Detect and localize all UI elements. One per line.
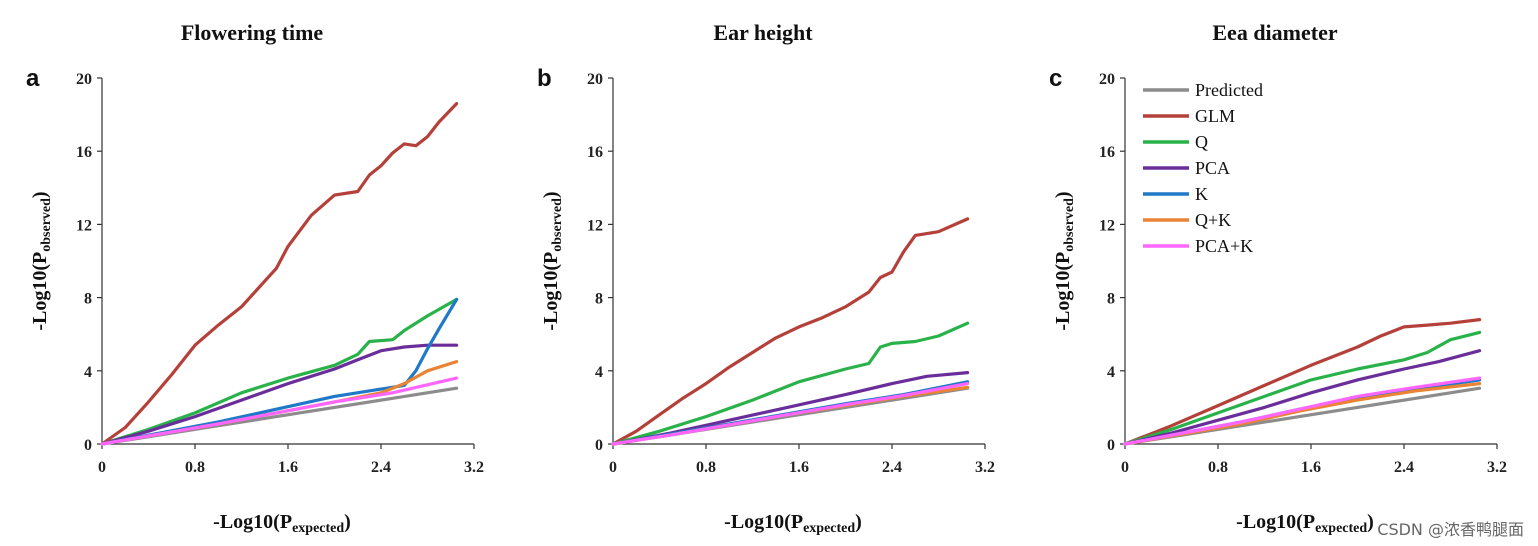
panel-b-x-tick-label: 1.6 bbox=[789, 459, 809, 476]
panel-c-letter: c bbox=[1049, 65, 1062, 92]
panel-b-y-tick-label: 0 bbox=[595, 437, 603, 454]
watermark: CSDN @浓香鸭腿面 bbox=[1377, 520, 1524, 539]
panel-a-series-k bbox=[100, 297, 459, 446]
panel-c-y-tick-label: 20 bbox=[1099, 71, 1115, 88]
panel-c: Eea diameter c 0 4 8 12 16 20 0 0.8 1.6 2.4 3.2 -Log1… bbox=[1049, 20, 1507, 536]
panel-a-x-axis-label: -Log10(Pexpected) bbox=[213, 511, 351, 536]
panel-a-y-tick-label: 4 bbox=[84, 364, 92, 381]
panel-c-x-tick-label: 3.2 bbox=[1487, 459, 1507, 476]
panel-b-x-tick-label: 0.8 bbox=[696, 459, 716, 476]
panel-c-x-axis-label: -Log10(Pexpected) bbox=[1236, 511, 1374, 536]
panel-a-y-tick-label: 16 bbox=[76, 144, 92, 161]
panel-a-title: Flowering time bbox=[181, 20, 324, 45]
panel-b-y-tick-label: 12 bbox=[587, 217, 603, 234]
panel-c-title: Eea diameter bbox=[1212, 20, 1337, 45]
panel-a-series-pca-plus-k bbox=[100, 376, 459, 446]
panel-a: Flowering time a 0 4 8 12 16 20 0 0.8 1.6 2.4 3.2 -Lo… bbox=[26, 20, 484, 536]
panel-c-legend-label: K bbox=[1195, 184, 1208, 204]
panel-a-y-tick-label: 20 bbox=[76, 71, 92, 88]
panel-c-x-tick-label: 1.6 bbox=[1301, 459, 1321, 476]
panel-c-legend: Predicted GLM Q PCA K Q+K PCA+K bbox=[1143, 80, 1263, 256]
panel-b-series-glm bbox=[611, 217, 970, 446]
panel-a-y-tick-label: 8 bbox=[84, 291, 92, 308]
panel-a-x-tick-label: 0 bbox=[98, 459, 106, 476]
panel-b-x-axis-label: -Log10(Pexpected) bbox=[724, 511, 862, 536]
panel-a-series-glm bbox=[100, 101, 459, 446]
panel-a-x-tick-label: 2.4 bbox=[371, 459, 391, 476]
panel-a-x-tick-label: 3.2 bbox=[464, 459, 484, 476]
panel-a-x-tick-label: 0.8 bbox=[185, 459, 205, 476]
panel-c-series-q bbox=[1123, 330, 1482, 446]
panel-c-y-tick-label: 0 bbox=[1107, 437, 1115, 454]
panel-c-x-tick-label: 2.4 bbox=[1394, 459, 1414, 476]
panel-c-x-tick-label: 0.8 bbox=[1208, 459, 1228, 476]
panel-c-y-axis-label: -Log10(Pobserved) bbox=[1052, 191, 1077, 330]
panel-c-legend-label: Predicted bbox=[1195, 80, 1263, 100]
panel-c-legend-label: PCA bbox=[1195, 158, 1230, 178]
panel-c-legend-label: GLM bbox=[1195, 106, 1235, 126]
panel-c-legend-label: Q bbox=[1195, 132, 1208, 152]
panel-b-x-tick-label: 0 bbox=[609, 459, 617, 476]
panel-b-y-axis-label: -Log10(Pobserved) bbox=[540, 191, 565, 330]
panel-b-series-q bbox=[611, 321, 970, 446]
panel-b-x-tick-label: 2.4 bbox=[882, 459, 902, 476]
panel-c-series-pca bbox=[1123, 349, 1482, 446]
panel-b-y-tick-label: 16 bbox=[587, 144, 603, 161]
panel-c-legend-label: PCA+K bbox=[1195, 236, 1253, 256]
panel-a-series-q bbox=[100, 297, 459, 446]
panel-b-series-pca-plus-k bbox=[611, 382, 970, 446]
panel-c-y-tick-label: 8 bbox=[1107, 291, 1115, 308]
panel-b-title: Ear height bbox=[713, 20, 813, 45]
panel-c-y-tick-label: 4 bbox=[1107, 364, 1115, 381]
panel-a-series-q-plus-k bbox=[100, 360, 459, 446]
panel-a-series-pca bbox=[100, 343, 459, 446]
panel-a-y-tick-label: 12 bbox=[76, 217, 92, 234]
panel-a-y-tick-label: 0 bbox=[84, 437, 92, 454]
panel-a-x-tick-label: 1.6 bbox=[278, 459, 298, 476]
panel-c-y-tick-label: 16 bbox=[1099, 144, 1115, 161]
panel-b-x-tick-label: 3.2 bbox=[975, 459, 995, 476]
panel-b: Ear height b 0 4 8 12 16 20 0 0.8 1.6 2.4 3.2 -Log10(… bbox=[537, 20, 995, 536]
panel-b-y-tick-label: 20 bbox=[587, 71, 603, 88]
panel-c-series-pca-plus-k bbox=[1123, 376, 1482, 446]
panel-b-y-tick-label: 4 bbox=[595, 364, 603, 381]
panel-a-letter: a bbox=[26, 65, 40, 92]
panel-c-y-tick-label: 12 bbox=[1099, 217, 1115, 234]
panel-a-y-axis-label: -Log10(Pobserved) bbox=[29, 191, 54, 330]
panel-c-legend-label: Q+K bbox=[1195, 210, 1231, 230]
panel-b-letter: b bbox=[537, 65, 552, 92]
panel-b-y-tick-label: 8 bbox=[595, 291, 603, 308]
panel-c-series-glm bbox=[1123, 318, 1482, 446]
panel-c-x-tick-label: 0 bbox=[1121, 459, 1129, 476]
